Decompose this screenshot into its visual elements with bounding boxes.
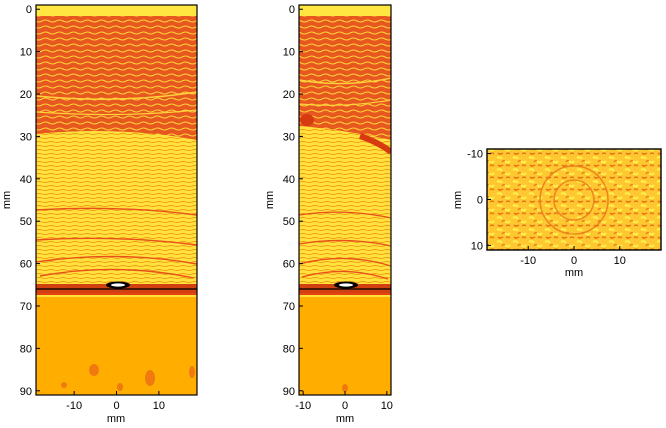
middle-panel-xlabel: mm: [336, 413, 354, 425]
left-ytick-label: 80: [20, 343, 32, 355]
right-ytick-label: -10: [467, 149, 483, 161]
left-ytick-label: 70: [20, 301, 32, 313]
left-ytick-label: 0: [26, 4, 32, 16]
middle-xtick-label: -10: [295, 400, 311, 412]
right-xtick-label: 10: [614, 255, 626, 267]
middle-ytick-label: 50: [283, 216, 295, 228]
left-ytick-label: 50: [20, 216, 32, 228]
middle-panel-image: [299, 5, 391, 395]
left-ytick-label: 10: [20, 47, 32, 59]
left-panel-ticks: -10 0 10 0 10 20 30 40 50 60 70 80 90: [20, 4, 165, 412]
middle-ytick-label: 80: [283, 343, 295, 355]
left-xtick-label: 10: [153, 400, 165, 412]
right-panel-image: [487, 149, 661, 250]
right-xtick-label: -10: [520, 255, 536, 267]
left-ytick-label: 90: [20, 386, 32, 398]
right-panel-ticks: -10 0 10 -10 0 10: [467, 149, 626, 267]
left-xtick-label: 0: [113, 400, 119, 412]
left-panel-ylabel: mm: [1, 191, 13, 209]
left-xtick-label: -10: [66, 400, 82, 412]
right-panel: -10 0 10 -10 0 10 mm mm: [452, 148, 662, 279]
right-ytick-label: 0: [477, 195, 483, 207]
middle-panel: -10 0 10 0 10 20 30 40 50 60 70 80 90 mm mm: [264, 4, 393, 425]
middle-ytick-label: 10: [283, 47, 295, 59]
middle-ytick-label: 90: [283, 386, 295, 398]
right-xtick-label: 0: [571, 255, 577, 267]
left-ytick-label: 40: [20, 174, 32, 186]
left-panel: -10 0 10 0 10 20 30 40 50 60 70 80 90 mm mm: [1, 4, 198, 425]
middle-ytick-label: 0: [289, 4, 295, 16]
middle-ytick-label: 40: [283, 174, 295, 186]
middle-ytick-label: 60: [283, 259, 295, 271]
left-panel-image: [36, 5, 197, 395]
middle-ytick-label: 20: [283, 89, 295, 101]
left-ytick-label: 20: [20, 89, 32, 101]
middle-ytick-label: 30: [283, 131, 295, 143]
right-panel-ylabel: mm: [452, 191, 464, 209]
middle-panel-ticks: -10 0 10 0 10 20 30 40 50 60 70 80 90: [283, 4, 393, 412]
left-ytick-label: 30: [20, 131, 32, 143]
left-panel-xlabel: mm: [107, 413, 125, 425]
middle-xtick-label: 0: [342, 400, 348, 412]
right-ytick-label: 10: [471, 240, 483, 252]
middle-xtick-label: 10: [381, 400, 393, 412]
middle-ytick-label: 70: [283, 301, 295, 313]
middle-panel-ylabel: mm: [264, 191, 276, 209]
left-ytick-label: 60: [20, 259, 32, 271]
right-panel-xlabel: mm: [565, 267, 583, 279]
